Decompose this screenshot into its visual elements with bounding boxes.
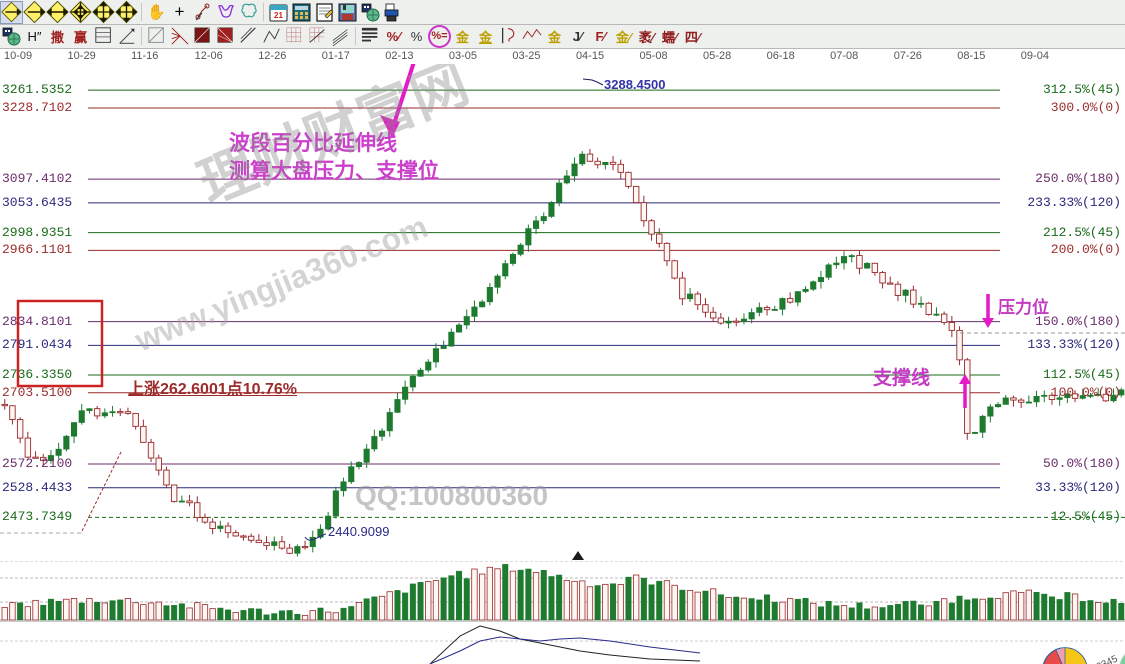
svg-text:21: 21 [274,11,283,20]
svg-text:012345: 012345 [1085,653,1120,664]
